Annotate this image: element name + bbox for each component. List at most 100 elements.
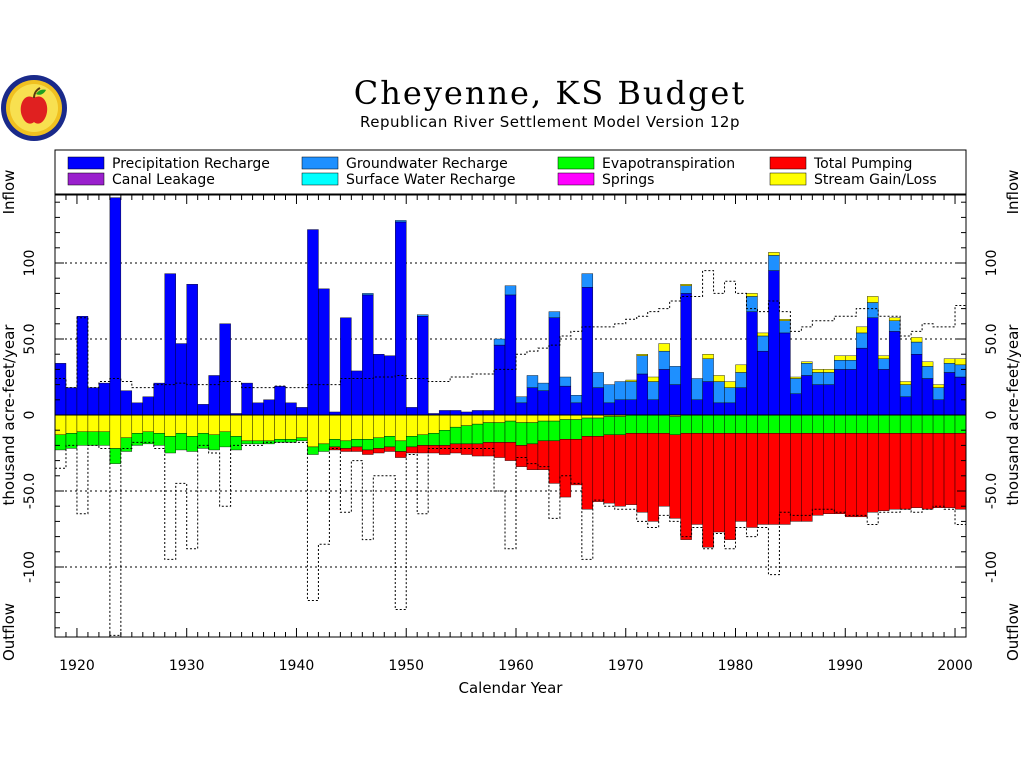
- bar-total-pumping: [384, 446, 396, 452]
- bar-evapotranspiration: [417, 434, 429, 446]
- bar-evapotranspiration: [131, 433, 144, 446]
- bar-precipitation-recharge: [384, 355, 396, 416]
- y-tick-label-right: -100: [984, 551, 1000, 583]
- x-tick-label: 1990: [827, 658, 863, 674]
- bar-groundwater-recharge: [867, 302, 879, 318]
- apple-icon: [20, 96, 48, 124]
- bar-precipitation-recharge: [943, 372, 956, 416]
- bar-total-pumping: [713, 433, 725, 533]
- bar-total-pumping: [482, 442, 495, 457]
- chart-title: Cheyenne, KS Budget: [353, 74, 747, 112]
- bar-total-pumping: [877, 433, 890, 511]
- bar-groundwater-recharge: [395, 220, 407, 223]
- bar-evapotranspiration: [186, 436, 198, 452]
- bar-evapotranspiration: [87, 431, 100, 446]
- legend-swatch-stream-gain-loss: [769, 172, 807, 186]
- bar-evapotranspiration: [790, 414, 802, 434]
- bar-evapotranspiration: [537, 420, 550, 442]
- bar-stream-gain-loss: [307, 414, 319, 448]
- bar-stream-gain-loss: [362, 414, 374, 440]
- bar-evapotranspiration: [307, 446, 319, 455]
- bar-stream-gain-loss: [285, 414, 297, 440]
- bar-evapotranspiration: [921, 414, 934, 434]
- bar-precipitation-recharge: [559, 385, 572, 416]
- y-tick-label-left: -100: [22, 551, 38, 583]
- y-tick-label-right: 100: [984, 250, 1000, 277]
- bar-groundwater-recharge: [603, 384, 615, 404]
- bar-precipitation-recharge: [669, 384, 681, 416]
- bar-evapotranspiration: [109, 448, 122, 464]
- bar-stream-gain-loss: [230, 414, 242, 437]
- bar-evapotranspiration: [427, 433, 440, 446]
- bar-stream-gain-loss: [548, 414, 561, 422]
- y-tick-label-left: -50.0: [22, 473, 38, 509]
- bar-evapotranspiration: [845, 414, 857, 434]
- legend-label-springs: Springs: [602, 172, 654, 188]
- bar-stream-gain-loss: [713, 375, 725, 382]
- bar-precipitation-recharge: [285, 402, 297, 416]
- bar-total-pumping: [658, 433, 670, 507]
- bar-total-pumping: [867, 433, 879, 513]
- bar-stream-gain-loss: [954, 358, 967, 366]
- bar-evapotranspiration: [219, 431, 231, 448]
- y-tick-label-right: -50.0: [984, 473, 1000, 509]
- bar-evapotranspiration: [757, 414, 769, 434]
- bar-total-pumping: [845, 433, 857, 518]
- bar-precipitation-recharge: [241, 382, 253, 416]
- bar-stream-gain-loss: [504, 414, 517, 422]
- bar-stream-gain-loss: [120, 414, 133, 438]
- bar-groundwater-recharge: [504, 285, 517, 296]
- bar-precipitation-recharge: [603, 402, 615, 416]
- bar-stream-gain-loss: [899, 381, 912, 385]
- bar-groundwater-recharge: [362, 293, 374, 296]
- bar-precipitation-recharge: [504, 294, 517, 416]
- bar-evapotranspiration: [559, 419, 572, 440]
- bar-evapotranspiration: [406, 436, 418, 448]
- bar-groundwater-recharge: [845, 360, 857, 370]
- bar-stream-gain-loss: [109, 414, 122, 449]
- bar-stream-gain-loss: [515, 414, 528, 423]
- x-tick-label: 1920: [59, 658, 95, 674]
- bar-total-pumping: [746, 433, 758, 528]
- bar-stream-gain-loss: [318, 414, 330, 445]
- bar-stream-gain-loss: [779, 319, 791, 321]
- bar-evapotranspiration: [823, 414, 835, 434]
- bar-total-pumping: [647, 433, 659, 522]
- bar-evapotranspiration: [592, 417, 604, 437]
- bar-total-pumping: [438, 445, 451, 455]
- bar-total-pumping: [768, 433, 780, 525]
- bar-total-pumping: [592, 436, 604, 502]
- bar-evapotranspiration: [449, 426, 462, 445]
- bar-evapotranspiration: [702, 414, 714, 434]
- bar-total-pumping: [888, 433, 901, 510]
- bar-stream-gain-loss: [252, 414, 264, 442]
- bar-total-pumping: [526, 443, 539, 470]
- bar-evapotranspiration: [395, 440, 407, 452]
- bar-evapotranspiration: [548, 420, 561, 442]
- bar-stream-gain-loss: [888, 317, 901, 321]
- bar-evapotranspiration: [241, 440, 253, 445]
- bar-precipitation-recharge: [691, 399, 703, 416]
- bar-groundwater-recharge: [834, 360, 846, 370]
- bar-stream-gain-loss: [131, 414, 144, 434]
- bar-stream-gain-loss: [427, 414, 440, 434]
- bar-stream-gain-loss: [142, 414, 154, 432]
- bar-total-pumping: [636, 433, 648, 513]
- bar-precipitation-recharge: [493, 344, 506, 416]
- bar-evapotranspiration: [669, 416, 681, 435]
- bar-precipitation-recharge: [131, 402, 144, 416]
- bar-stream-gain-loss: [329, 414, 341, 440]
- bar-precipitation-recharge: [910, 354, 923, 416]
- bar-total-pumping: [603, 434, 615, 504]
- bar-evapotranspiration: [658, 414, 670, 434]
- bar-groundwater-recharge: [680, 285, 692, 294]
- bar-groundwater-recharge: [417, 314, 429, 317]
- bar-evapotranspiration: [570, 419, 583, 440]
- outflow-label-right: Outflow: [1004, 603, 1022, 661]
- bar-stream-gain-loss: [449, 414, 462, 428]
- bar-evapotranspiration: [504, 420, 517, 443]
- bar-total-pumping: [757, 433, 769, 525]
- bar-total-pumping: [406, 446, 418, 454]
- bar-groundwater-recharge: [570, 395, 583, 404]
